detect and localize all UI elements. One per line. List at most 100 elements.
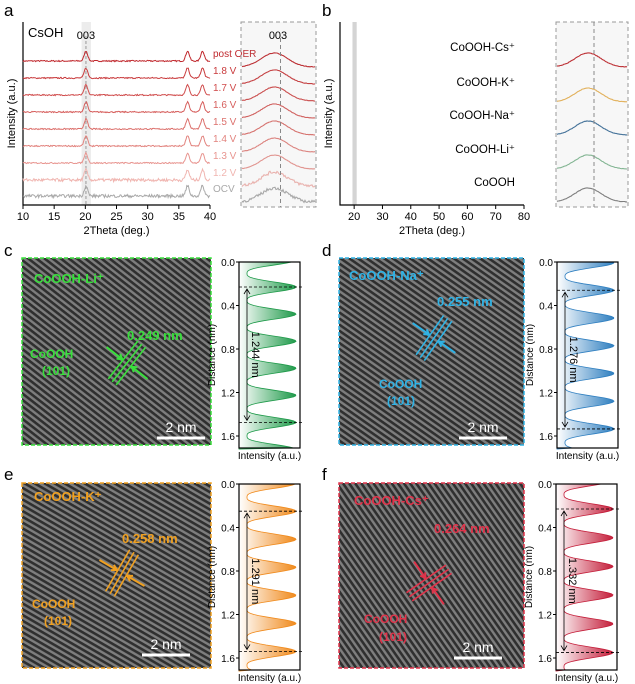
x-tick-label: 10 — [17, 211, 29, 223]
distance-arrow — [560, 510, 568, 652]
x-tick-label: 35 — [173, 211, 185, 223]
peak-highlight-band — [352, 22, 357, 205]
phase-label: CoOOH — [32, 597, 75, 611]
axes-frame — [339, 22, 524, 206]
distance-arrow — [561, 291, 569, 428]
tem-panel-e: CoOOH-K⁺ 0.258 nm CoOOH (101) 2 nm 1.291 nm 0.… — [21, 480, 304, 684]
y-tick-label: 1.6 — [221, 654, 235, 665]
profile-frame — [556, 261, 619, 449]
x-tick-label: 25 — [110, 211, 122, 223]
inset-trace — [556, 120, 628, 136]
series-label: 1.8 V — [213, 66, 237, 77]
phase-label: CoOOH — [379, 377, 422, 391]
x-tick-label: 80 — [518, 211, 530, 223]
y-tick-label: 1.2 — [221, 389, 235, 400]
inset-trace — [241, 86, 315, 102]
y-tick-label: 1.6 — [538, 654, 552, 665]
profile-curve — [556, 261, 615, 450]
xrd-trace — [22, 100, 211, 114]
inset-trace — [241, 137, 316, 153]
inset-trace — [241, 154, 316, 170]
chart-title: CsOH — [28, 25, 63, 40]
tem-panel-f: CoOOH-Cs⁺ 0.264 nm CoOOH (101) 2 nm 1.332 nm 0… — [338, 480, 621, 684]
scale-bar-label: 2 nm — [462, 639, 493, 655]
x-tick-label: 40 — [405, 211, 417, 223]
series-label: OCV — [213, 184, 235, 195]
x-tick-label: 30 — [376, 211, 388, 223]
series-label: CoOOH-Li⁺ — [455, 144, 515, 156]
profile-distance-label: 1.276 nm — [567, 337, 579, 383]
plane-label: (101) — [387, 394, 415, 408]
profile-frame — [238, 261, 301, 449]
series-label: CoOOH-Na⁺ — [450, 110, 516, 122]
profile-y-label: Distance (nm) — [207, 324, 218, 386]
profile-x-label: Intensity (a.u.) — [238, 451, 301, 462]
x-axis-label: 2Theta (deg.) — [83, 225, 149, 237]
series-label: 1.7 V — [213, 83, 237, 94]
lattice-fringe-marker — [105, 340, 149, 386]
profile-x-label: Intensity (a.u.) — [555, 673, 618, 684]
sample-label: CoOOH-Cs⁺ — [354, 493, 429, 508]
sample-label: CoOOH-Na⁺ — [349, 268, 424, 283]
series-label: CoOOH-Cs⁺ — [450, 42, 515, 54]
sample-label: CoOOH-K⁺ — [34, 489, 102, 504]
profile-distance-label: 1.244 nm — [249, 332, 261, 378]
lattice-spacing-label: 0.264 nm — [434, 521, 490, 536]
tem-panel-d: CoOOH-Na⁺ 0.255 nm CoOOH (101) 2 nm 1.276 nm 0… — [338, 257, 622, 462]
arrow-icon — [105, 346, 149, 380]
series-label: CoOOH-K⁺ — [457, 77, 515, 89]
y-tick-label: 0.0 — [538, 480, 552, 491]
xrd-trace — [22, 117, 211, 131]
y-tick-label: 0.4 — [539, 302, 553, 313]
panel-label-c: c — [4, 241, 13, 260]
series-label: 1.4 V — [213, 134, 237, 145]
y-tick-label: 0.4 — [538, 524, 552, 535]
inset-box — [240, 21, 317, 208]
profile-y-label: Distance (nm) — [207, 546, 218, 608]
profile-curve — [555, 483, 614, 672]
y-tick-label: 0.8 — [221, 567, 235, 578]
scale-bar-label: 2 nm — [467, 419, 498, 435]
y-tick-label: 1.2 — [539, 389, 553, 400]
inset-trace — [556, 87, 628, 103]
lattice-spacing-label: 0.249 nm — [127, 328, 183, 343]
xrd-trace — [22, 135, 210, 148]
inset-trace — [241, 170, 316, 188]
xrd-trace — [22, 83, 211, 97]
x-tick-label: 60 — [461, 211, 473, 223]
lattice-spacing-label: 0.258 nm — [122, 531, 178, 546]
hrtem-image — [21, 257, 212, 446]
profile-y-label: Distance (nm) — [525, 324, 536, 386]
inset-box — [555, 21, 629, 208]
scale-bar-label: 2 nm — [150, 636, 181, 652]
panel-label-a: a — [4, 1, 14, 20]
y-tick-label: 0.8 — [539, 345, 553, 356]
distance-arrow — [243, 512, 251, 651]
inset-trace — [241, 103, 316, 119]
profile-x-label: Intensity (a.u.) — [238, 673, 301, 684]
inset-trace — [556, 52, 628, 68]
y-tick-label: 0.0 — [221, 480, 235, 491]
axes-frame — [22, 22, 210, 206]
arrow-icon — [412, 322, 456, 354]
scale-bar-label: 2 nm — [165, 419, 196, 435]
y-axis-label: Intensity (a.u.) — [6, 79, 18, 149]
x-tick-label: 30 — [142, 211, 154, 223]
x-tick-label: 50 — [433, 211, 445, 223]
phase-label: CoOOH — [364, 612, 407, 626]
peak-label: 003 — [77, 30, 95, 42]
profile-curve — [238, 483, 297, 672]
plane-label: (101) — [42, 364, 70, 378]
profile-distance-label: 1.332 nm — [566, 558, 578, 604]
inset-trace — [241, 69, 316, 85]
panel-label-d: d — [322, 241, 331, 260]
y-tick-label: 1.6 — [539, 432, 553, 443]
distance-arrow — [243, 288, 251, 422]
plane-label: (101) — [379, 630, 407, 644]
x-tick-label: 40 — [204, 211, 216, 223]
xrd-chart-b: 20 30 40 50 60 70 80 2Theta (deg.) Intensity (a.… — [323, 21, 629, 237]
panel-label-f: f — [322, 465, 327, 484]
y-tick-label: 1.6 — [221, 432, 235, 443]
series-label: 1.5 V — [213, 117, 237, 128]
